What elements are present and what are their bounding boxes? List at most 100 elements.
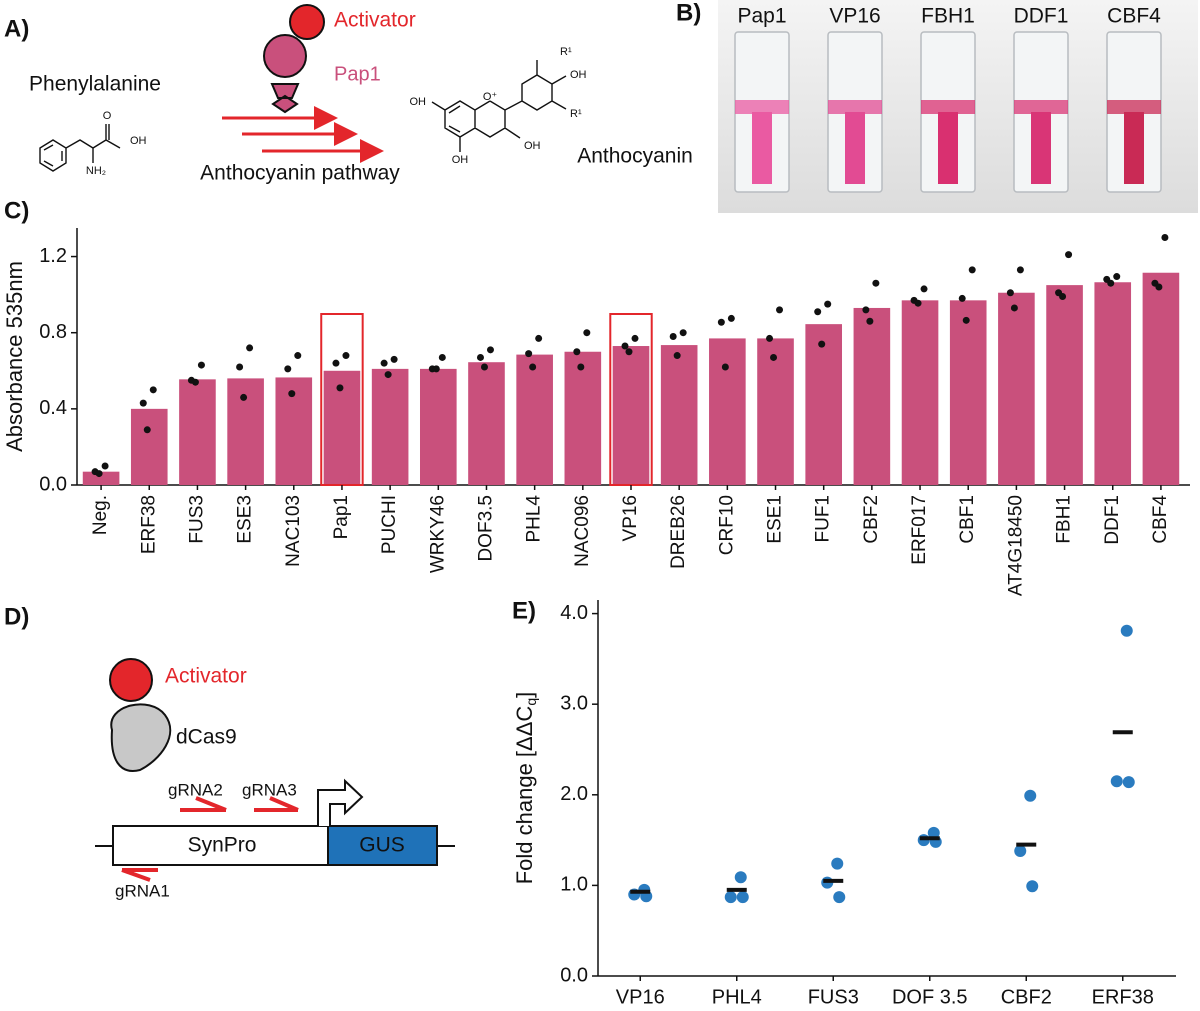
replicate-point — [101, 462, 109, 470]
replicate-point — [673, 352, 681, 360]
activator-icon — [289, 4, 325, 40]
gene-box — [327, 825, 438, 866]
y-tick-label: 0.8 — [39, 321, 67, 343]
x-tick-label: CBF4 — [1150, 495, 1171, 544]
replicate-point — [927, 826, 940, 839]
x-tick-label: CBF2 — [1001, 986, 1052, 1008]
bar — [998, 292, 1035, 485]
panel-label: A) — [4, 15, 29, 42]
atom-label: R¹ — [560, 46, 572, 58]
replicate-point — [438, 353, 446, 361]
anthocyanin-structure — [431, 60, 567, 152]
bar — [82, 471, 120, 485]
panel-b: B) Pap1 VP16 FBH1 DDF1 CBF4 — [676, 0, 1198, 213]
replicate-point — [1155, 283, 1163, 291]
panel-label: E) — [512, 597, 536, 624]
x-tick-label: Neg. — [90, 495, 111, 535]
x-tick-label: ESE3 — [235, 495, 256, 544]
replicate-point — [535, 334, 543, 342]
replicate-point — [480, 363, 488, 371]
replicate-point — [525, 350, 533, 358]
bar — [516, 354, 553, 485]
replicate-point — [920, 285, 928, 293]
replicate-point — [814, 308, 822, 316]
bar — [227, 378, 264, 485]
label-subscript: q — [523, 698, 539, 706]
x-tick-label: FBH1 — [1054, 495, 1075, 544]
phenylalanine-structure — [39, 124, 121, 172]
replicate-point — [1113, 273, 1121, 281]
promoter-label: SynPro — [188, 834, 257, 857]
bar — [709, 338, 746, 485]
pap1-label: Pap1 — [334, 63, 381, 85]
replicate-point — [736, 891, 749, 904]
bar — [853, 307, 891, 485]
replicate-point — [529, 363, 537, 371]
replicate-point — [149, 386, 157, 394]
atom-label: O — [103, 110, 112, 122]
replicate-point — [872, 279, 880, 287]
replicate-point — [143, 426, 151, 434]
cuvette-liquid — [938, 112, 958, 184]
x-tick-label: PUCHI — [379, 495, 400, 554]
y-tick-label: 0.0 — [560, 964, 588, 986]
bar — [805, 324, 843, 485]
replicate-point — [1010, 304, 1018, 312]
y-tick-label: 3.0 — [560, 692, 588, 714]
replicate-point — [717, 318, 725, 326]
replicate-point — [679, 329, 687, 337]
atom-label: OH — [410, 96, 427, 108]
sample-label: DDF1 — [1014, 5, 1069, 28]
cuvette-liquid — [735, 100, 789, 114]
x-tick-label: PHL4 — [524, 495, 545, 543]
sample-label: Pap1 — [737, 5, 786, 28]
replicate-point — [139, 399, 147, 407]
replicate-point — [958, 294, 966, 302]
panel-label: B) — [676, 0, 701, 26]
replicate-point — [1016, 266, 1024, 274]
replicate-point — [332, 359, 340, 367]
replicate-point — [336, 384, 344, 392]
bar — [901, 300, 939, 485]
x-tick-label: WRKY46 — [427, 495, 448, 573]
dcas9-icon — [110, 703, 172, 772]
y-tick-label: 2.0 — [560, 783, 588, 805]
replicate-point — [191, 378, 199, 386]
bar — [468, 362, 505, 485]
replicate-point — [95, 470, 103, 478]
bar — [1046, 285, 1083, 485]
replicate-point — [432, 365, 440, 373]
replicate-point — [1026, 880, 1039, 893]
bar — [179, 379, 216, 485]
dna-binding-icon — [270, 83, 300, 114]
panel-d: D) Activator dCas9 gRNA2 gRNA3 SynPro GU… — [4, 603, 455, 900]
replicate-point — [236, 363, 244, 371]
x-tick-label: DOF3.5 — [475, 495, 496, 562]
grna-label: gRNA1 — [115, 881, 170, 900]
cuvette-liquid — [1107, 100, 1161, 114]
y-axis-label: Fold change [ΔΔCq] — [512, 692, 539, 885]
replicate-point — [1014, 844, 1027, 857]
sample-label: CBF4 — [1107, 5, 1161, 28]
replicate-point — [390, 355, 398, 363]
bar — [612, 346, 650, 485]
replicate-point — [1122, 776, 1135, 789]
x-tick-label: ERF017 — [909, 495, 930, 565]
atom-label: NH₂ — [86, 165, 106, 177]
replicate-point — [968, 266, 976, 274]
replicate-point — [197, 361, 205, 369]
panel-label: C) — [4, 197, 29, 224]
activator-label: Activator — [165, 665, 247, 688]
tss-arrow — [317, 778, 364, 826]
y-tick-label: 1.2 — [39, 245, 67, 267]
x-tick-label: ERF38 — [138, 495, 159, 554]
x-tick-label: DDF1 — [1102, 495, 1123, 545]
x-tick-label: CRF10 — [716, 495, 737, 555]
x-tick-label: FUS3 — [186, 495, 207, 544]
x-tick-label: ESE1 — [765, 495, 786, 544]
replicate-point — [1006, 289, 1014, 297]
replicate-point — [1059, 293, 1067, 301]
x-tick-label: DREB26 — [668, 495, 689, 569]
activator-icon — [109, 658, 153, 702]
